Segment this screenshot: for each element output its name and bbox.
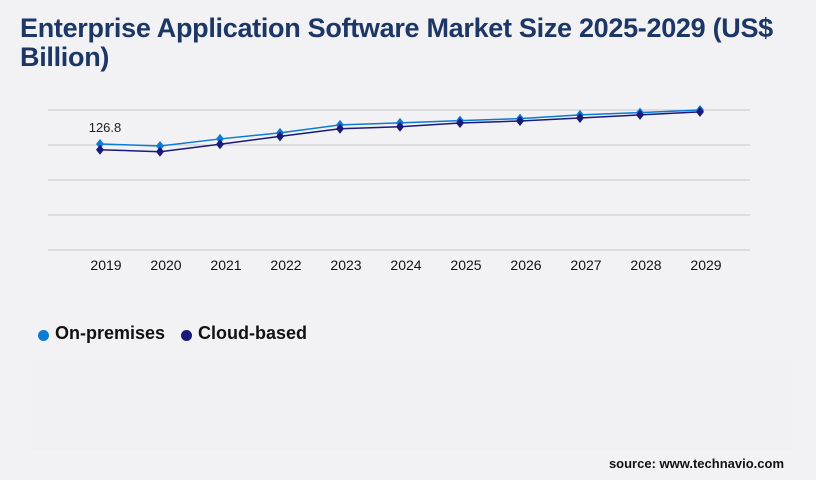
background-panel [32,360,792,450]
source-text: source: www.technavio.com [608,456,784,471]
data-point [696,106,704,117]
chart-title: Enterprise Application Software Market S… [20,13,773,72]
legend-marker-icon [38,330,49,341]
x-tick-label: 2026 [510,257,541,273]
data-point [156,140,164,151]
data-point [396,121,404,132]
x-tick-label: 2021 [210,257,241,273]
x-tick-label: 2023 [330,257,361,273]
data-point [216,139,224,150]
legend-item-on-premises[interactable]: On-premises [38,323,165,344]
data-point [576,112,584,123]
x-tick-label: 2022 [270,257,301,273]
x-tick-label: 2028 [630,257,661,273]
x-tick-label: 2020 [150,257,181,273]
legend-marker-icon [181,330,193,341]
legend-label: On-premises [55,323,166,343]
x-tick-label: 2027 [570,257,601,273]
data-point [216,133,224,144]
legend: On-premises Cloud-based [38,323,307,344]
x-tick-label: 2024 [390,257,421,273]
x-tick-label: 2029 [690,257,721,273]
legend-label: Cloud-based [198,323,308,343]
data-point [276,131,284,142]
data-point [156,146,164,157]
legend-item-cloud-based[interactable]: Cloud-based [181,323,307,344]
x-tick-label: 2025 [450,257,481,273]
data-point [456,117,464,128]
data-point [516,115,524,126]
data-point [96,144,104,155]
data-point [336,123,344,134]
data-point [96,138,104,149]
data-point [636,109,644,120]
data-label: 126.8 [89,120,122,135]
x-tick-label: 2019 [90,257,121,273]
line-chart: 2019 2020 2021 2022 2023 2024 2025 2026 2027 2028… [48,105,750,273]
